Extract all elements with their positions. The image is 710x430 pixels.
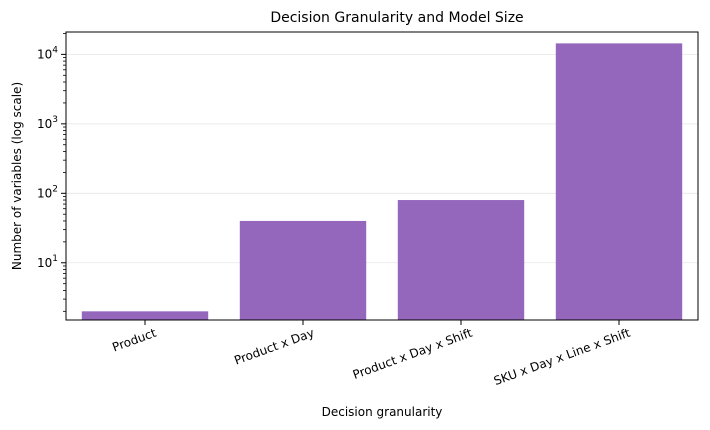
x-tick-label: Product x Day x Shift [351, 326, 474, 382]
x-tick-label: Product [110, 326, 158, 355]
plot-frame [65, 31, 699, 321]
x-tick-label: SKU x Day x Line x Shift [492, 326, 632, 389]
x-axis-label: Decision granularity [322, 405, 443, 419]
bar [397, 200, 525, 320]
x-tick-label: Product x Day [232, 326, 316, 368]
y-tick-label: 102 [37, 184, 58, 200]
bar [555, 43, 683, 320]
y-axis-label: Number of variables (log scale) [10, 82, 24, 270]
y-tick-label: 103 [37, 115, 58, 131]
bars [81, 43, 683, 320]
x-axis-ticks: Product Product x Day Product x Day x Shif… [110, 320, 632, 388]
bar [81, 311, 209, 320]
chart-title: Decision Granularity and Model Size [270, 10, 523, 26]
y-axis-ticks: 101 102 103 104 [37, 33, 66, 312]
bar [239, 220, 367, 320]
y-tick-label: 104 [37, 45, 58, 61]
y-tick-label: 101 [37, 254, 58, 270]
